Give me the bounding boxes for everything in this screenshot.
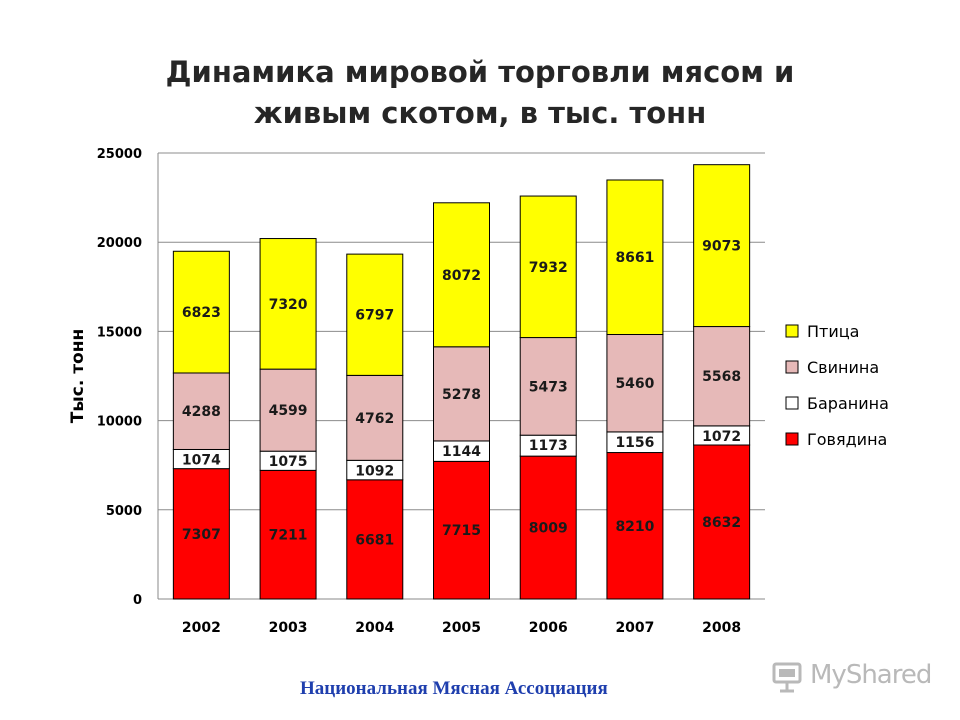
data-label: 1144: [442, 444, 481, 460]
legend-swatch: [785, 396, 799, 410]
data-label: 4599: [269, 403, 308, 419]
data-label: 1074: [182, 452, 221, 468]
bar-segment: [693, 164, 751, 328]
legend-label: Свинина: [807, 358, 879, 377]
y-axis-ticks: 0 5000 10000 15000 20000 25000: [97, 147, 142, 608]
data-label: 1072: [702, 429, 741, 445]
bar-segment: [259, 238, 317, 370]
data-label: 8661: [615, 250, 654, 266]
data-label: 8210: [615, 519, 654, 535]
bar-segment: [259, 469, 317, 600]
data-label: 7307: [182, 527, 221, 543]
presentation-icon: [772, 662, 802, 693]
x-tick-label: 2007: [615, 620, 654, 636]
legend-swatch: [785, 324, 799, 338]
bar-segment: [433, 202, 490, 348]
bar-segment: [606, 452, 664, 600]
x-tick-label: 2003: [269, 620, 308, 636]
y-tick-label: 0: [133, 593, 142, 608]
data-label: 9073: [702, 239, 741, 255]
data-label: 7320: [269, 297, 308, 313]
data-label: 8632: [702, 515, 741, 531]
data-label: 7211: [269, 528, 308, 544]
data-label: 6681: [355, 532, 394, 548]
data-label: 1156: [615, 435, 654, 451]
bar-segment: [433, 460, 490, 600]
bar-segment: [259, 368, 317, 452]
legend-label: Птица: [807, 322, 859, 341]
data-label: 5278: [442, 387, 481, 403]
legend-swatch: [785, 432, 799, 446]
data-label: 1075: [269, 454, 308, 470]
bar-segment: [519, 337, 577, 436]
legend-swatch: [785, 360, 799, 374]
data-label: 6823: [182, 305, 221, 321]
bar-segment: [433, 346, 490, 442]
data-label: 8072: [442, 268, 481, 284]
data-label: 1173: [529, 438, 568, 454]
bar-segment: [172, 468, 230, 600]
y-tick-label: 15000: [97, 325, 142, 340]
bar-segment: [519, 195, 577, 339]
bar-segment: [693, 444, 751, 600]
data-labels: 7307 1074 4288 6823 7211 1075 4599 7320 6681 1092…: [182, 239, 741, 549]
logo-text: MyShared: [810, 660, 932, 690]
source-caption: Национальная Мясная Ассоциация: [300, 678, 608, 699]
data-label: 4762: [355, 411, 394, 427]
x-axis-ticks: 2002 2003 2004 2005 2006 2007 2008: [182, 620, 741, 636]
x-tick-label: 2002: [182, 620, 221, 636]
bar-segment: [346, 479, 404, 600]
x-tick-label: 2008: [702, 620, 741, 636]
y-axis-label: Тыс. тонн: [68, 329, 88, 423]
data-label: 1092: [355, 463, 394, 479]
bars: [172, 164, 751, 600]
data-label: 8009: [529, 521, 568, 537]
y-tick-label: 25000: [97, 147, 142, 162]
data-label: 5473: [529, 379, 568, 395]
myshared-logo: MyShared: [770, 658, 932, 694]
y-tick-label: 20000: [97, 236, 142, 251]
x-tick-label: 2004: [355, 620, 394, 636]
data-label: 7932: [529, 260, 568, 276]
legend-label: Говядина: [807, 430, 887, 449]
chart-title-line-1: Динамика мировой торговли мясом и: [166, 55, 795, 89]
legend: Птица Свинина Баранина Говядина: [785, 322, 889, 449]
data-label: 5460: [615, 376, 654, 392]
data-label: 4288: [182, 404, 221, 420]
bar-segment: [346, 253, 404, 376]
bar-segment: [606, 179, 664, 336]
bar-segment: [693, 326, 751, 427]
x-tick-label: 2006: [529, 620, 568, 636]
legend-label: Баранина: [807, 394, 889, 413]
data-label: 7715: [442, 523, 481, 539]
bar-segment: [519, 455, 577, 600]
bar-segment: [172, 372, 230, 450]
chart-title-line-2: живым скотом, в тыс. тонн: [254, 96, 707, 130]
bar-segment: [346, 374, 404, 461]
data-label: 5568: [702, 369, 741, 385]
data-label: 6797: [355, 308, 394, 324]
bar-segment: [172, 250, 230, 374]
y-tick-label: 5000: [106, 504, 142, 519]
y-tick-label: 10000: [97, 415, 142, 430]
x-tick-label: 2005: [442, 620, 481, 636]
bar-segment: [606, 334, 664, 433]
